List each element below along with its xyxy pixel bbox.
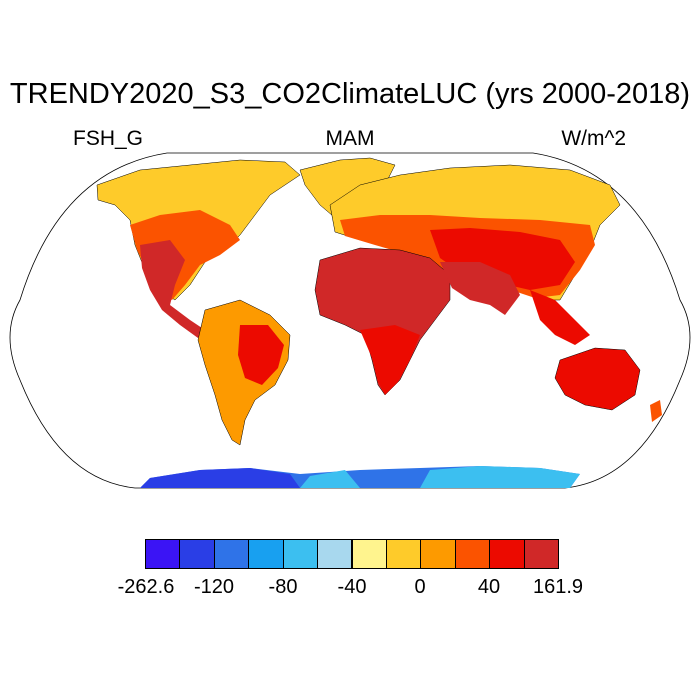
colorbar-swatch bbox=[282, 539, 319, 569]
antarctica-band bbox=[300, 470, 360, 488]
units-label: W/m^2 bbox=[561, 127, 626, 150]
africa-south bbox=[360, 325, 420, 395]
colorbar-label: 0 bbox=[414, 576, 426, 598]
colorbar-swatch bbox=[351, 539, 387, 569]
colorbar-label: -262.6 bbox=[117, 576, 175, 598]
antarctica-east bbox=[420, 466, 580, 488]
colorbar-label: -40 bbox=[337, 576, 367, 598]
central-america bbox=[140, 240, 205, 338]
southeast-asia bbox=[530, 290, 590, 345]
colorbar-swatch bbox=[523, 539, 559, 569]
africa bbox=[314, 247, 451, 396]
south-america-east bbox=[238, 325, 284, 385]
colorbar-swatch bbox=[248, 539, 284, 569]
antarctica-west bbox=[140, 468, 300, 488]
variable-label: FSH_G bbox=[73, 127, 144, 150]
colorbar-label: -80 bbox=[268, 576, 298, 598]
season-label: MAM bbox=[325, 127, 375, 150]
map-title: TRENDY2020_S3_CO2ClimateLUC (yrs 2000-20… bbox=[9, 78, 691, 110]
asia-core bbox=[430, 228, 575, 290]
middle-east-india bbox=[440, 262, 520, 315]
new-zealand bbox=[650, 400, 662, 422]
colorbar-label: 161.9 bbox=[532, 576, 584, 598]
colorbar-swatch bbox=[213, 539, 250, 569]
australia bbox=[554, 347, 641, 411]
colorbar-label: 40 bbox=[477, 576, 501, 598]
colorbar-label: -120 bbox=[193, 576, 235, 598]
colorbar-swatch bbox=[489, 539, 525, 569]
colorbar-swatch bbox=[317, 539, 353, 569]
colorbar-swatch bbox=[179, 539, 215, 569]
colorbar-swatch bbox=[454, 539, 491, 569]
colorbar-swatch bbox=[420, 539, 456, 569]
colorbar-swatch bbox=[385, 539, 422, 569]
colorbar-swatch bbox=[145, 539, 181, 569]
